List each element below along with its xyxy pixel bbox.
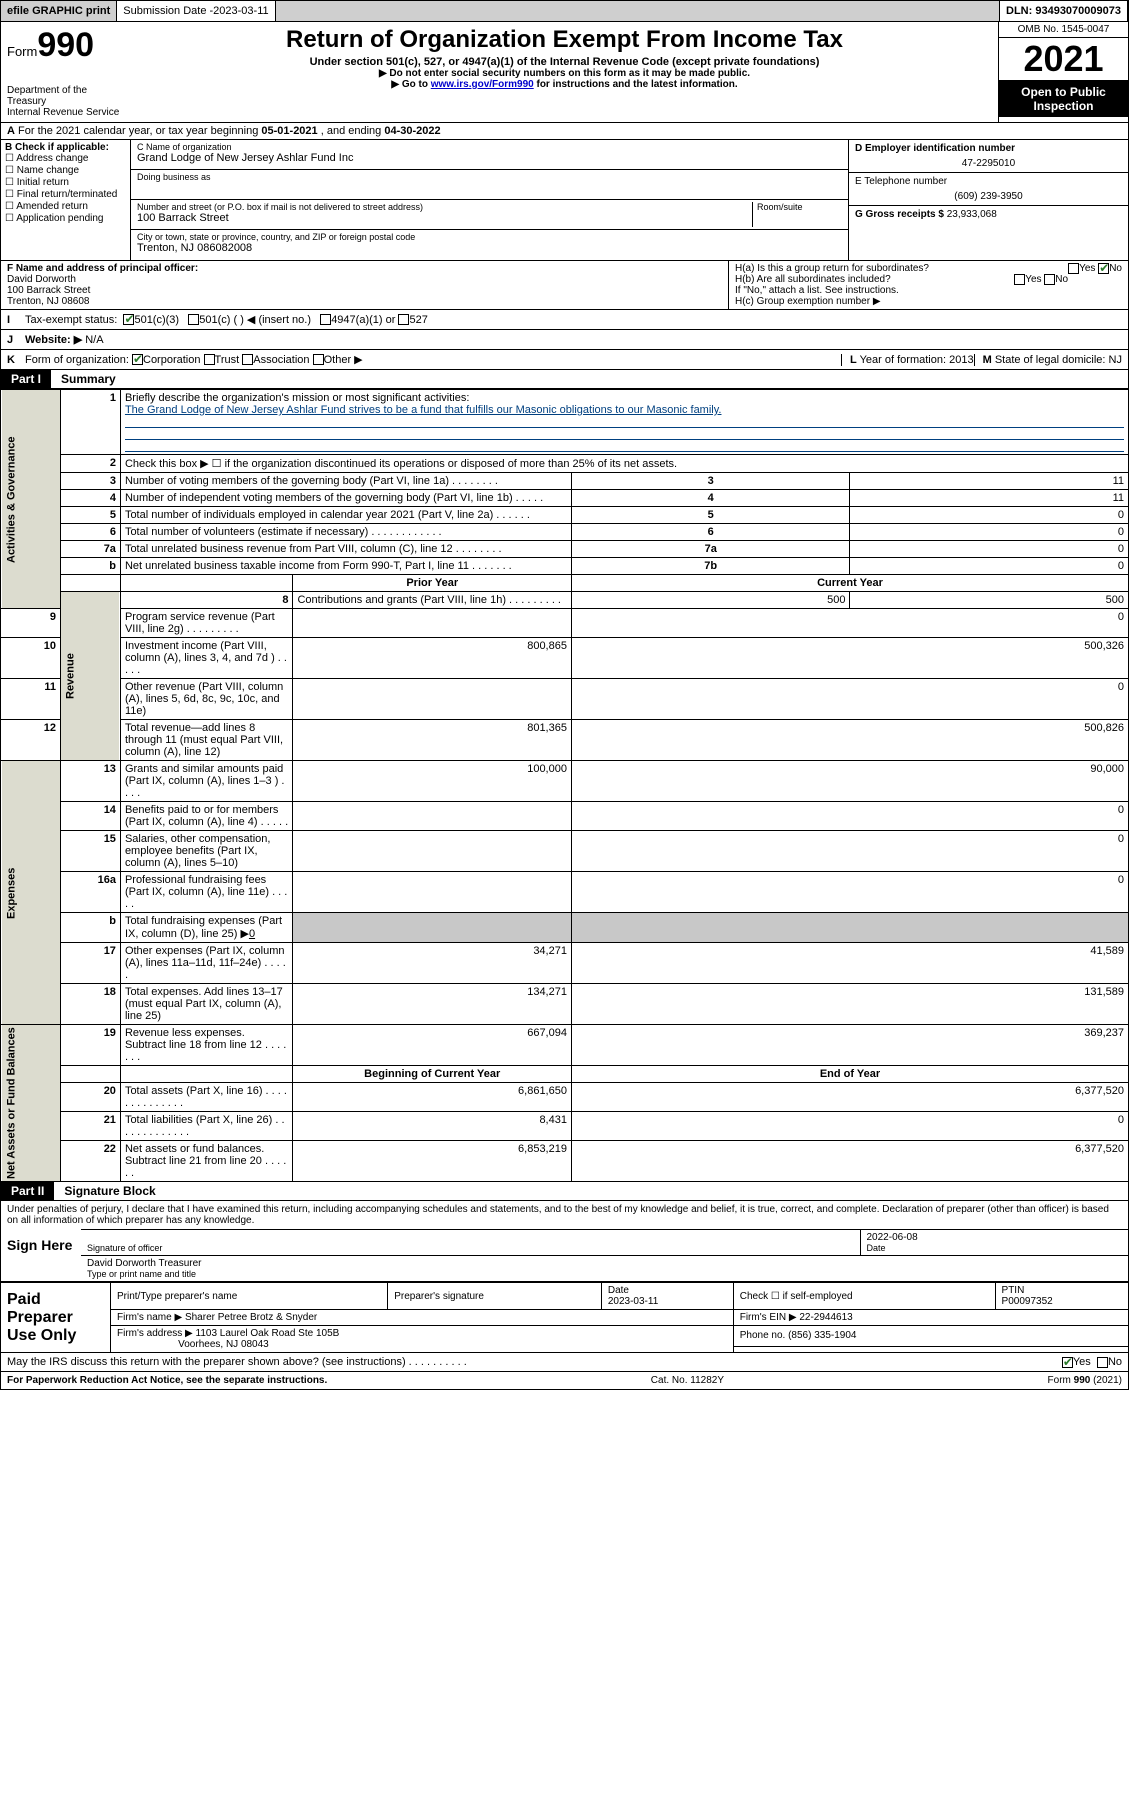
form-number: 990 <box>37 26 94 64</box>
row-j: J Website: ▶ N/A <box>0 330 1129 350</box>
officer-name: David Dorworth Treasurer <box>87 1258 1122 1269</box>
discuss-row: May the IRS discuss this return with the… <box>0 1353 1129 1372</box>
addr-value: 100 Barrack Street <box>137 212 752 224</box>
paid-preparer-table: Paid Preparer Use Only Print/Type prepar… <box>0 1282 1129 1353</box>
box-h: H(a) Is this a group return for subordin… <box>728 261 1128 309</box>
phone-value: (609) 239-3950 <box>855 191 1122 202</box>
sign-here-label: Sign Here <box>1 1229 81 1281</box>
dept-treasury: Department of the Treasury <box>7 85 125 107</box>
sig-date: 2022-06-08 <box>867 1232 1123 1243</box>
firm-name: Sharer Petree Brotz & Snyder <box>185 1312 317 1323</box>
header-sub2: ▶ Do not enter social security numbers o… <box>141 68 988 79</box>
open-to-public: Open to Public Inspection <box>999 81 1128 117</box>
header-sub1: Under section 501(c), 527, or 4947(a)(1)… <box>141 56 988 68</box>
signature-block: Under penalties of perjury, I declare th… <box>0 1201 1129 1282</box>
ein-label: D Employer identification number <box>855 143 1015 154</box>
box-c: C Name of organization Grand Lodge of Ne… <box>131 140 848 260</box>
side-revenue: Revenue <box>60 592 120 761</box>
phone-label: E Telephone number <box>855 176 947 187</box>
dba-label: Doing business as <box>137 172 842 182</box>
box-f: F Name and address of principal officer:… <box>1 261 728 309</box>
org-name-label: C Name of organization <box>137 142 842 152</box>
page-footer: For Paperwork Reduction Act Notice, see … <box>0 1372 1129 1390</box>
dln: DLN: 93493070009073 <box>1000 1 1128 21</box>
firm-phone: (856) 335-1904 <box>788 1330 856 1341</box>
org-name: Grand Lodge of New Jersey Ashlar Fund In… <box>137 152 842 164</box>
box-deg: D Employer identification number 47-2295… <box>848 140 1128 260</box>
paid-preparer-label: Paid Preparer Use Only <box>1 1283 111 1353</box>
irs-link[interactable]: www.irs.gov/Form990 <box>431 79 534 90</box>
side-activities: Activities & Governance <box>1 390 61 609</box>
part2-header: Part II Signature Block <box>0 1182 1129 1201</box>
pra-notice: For Paperwork Reduction Act Notice, see … <box>7 1375 327 1386</box>
form-id: Form 990 (2021) <box>1048 1375 1122 1386</box>
part1-header: Part I Summary <box>0 370 1129 389</box>
row-a: A For the 2021 calendar year, or tax yea… <box>0 123 1129 140</box>
summary-table: Activities & Governance 1 Briefly descri… <box>0 389 1129 1182</box>
ein-value: 47-2295010 <box>855 158 1122 169</box>
box-b: B Check if applicable: ☐ Address change … <box>1 140 131 260</box>
gross-value: 23,933,068 <box>947 209 997 220</box>
row-i: I Tax-exempt status: 501(c)(3) 501(c) ( … <box>0 310 1129 330</box>
ptin-value: P00097352 <box>1002 1296 1053 1307</box>
omb-number: OMB No. 1545-0047 <box>999 22 1128 38</box>
city-label: City or town, state or province, country… <box>137 232 842 242</box>
header-right: OMB No. 1545-0047 2021 Open to Public In… <box>998 22 1128 122</box>
city-value: Trenton, NJ 086082008 <box>137 242 842 254</box>
main-info-grid: B Check if applicable: ☐ Address change … <box>0 140 1129 261</box>
header-mid: Return of Organization Exempt From Incom… <box>131 22 998 122</box>
room-label: Room/suite <box>757 202 842 212</box>
tax-year: 2021 <box>999 38 1128 81</box>
mission-text: The Grand Lodge of New Jersey Ashlar Fun… <box>125 404 722 416</box>
side-expenses: Expenses <box>1 761 61 1025</box>
form-prefix: Form <box>7 44 37 59</box>
row-k: K Form of organization: Corporation Trus… <box>0 350 1129 370</box>
addr-label: Number and street (or P.O. box if mail i… <box>137 202 752 212</box>
form-title: Return of Organization Exempt From Incom… <box>141 26 988 54</box>
topbar-spacer <box>276 1 1000 21</box>
side-netassets: Net Assets or Fund Balances <box>1 1025 61 1182</box>
efile-label: efile GRAPHIC print <box>1 1 117 21</box>
top-bar: efile GRAPHIC print Submission Date - 20… <box>0 0 1129 22</box>
irs-label: Internal Revenue Service <box>7 107 125 118</box>
perjury-declaration: Under penalties of perjury, I declare th… <box>1 1201 1128 1229</box>
form-header: Form990 Department of the Treasury Inter… <box>0 22 1129 123</box>
box-b-label: B Check if applicable: <box>5 142 109 153</box>
gross-label: G Gross receipts $ <box>855 209 947 220</box>
row-fh: F Name and address of principal officer:… <box>0 261 1129 310</box>
submission-date: Submission Date - 2023-03-11 <box>117 1 275 21</box>
firm-ein: 22-2944613 <box>799 1312 852 1323</box>
cat-no: Cat. No. 11282Y <box>651 1375 724 1386</box>
header-sub3: ▶ Go to www.irs.gov/Form990 for instruct… <box>141 79 988 90</box>
header-left: Form990 Department of the Treasury Inter… <box>1 22 131 122</box>
